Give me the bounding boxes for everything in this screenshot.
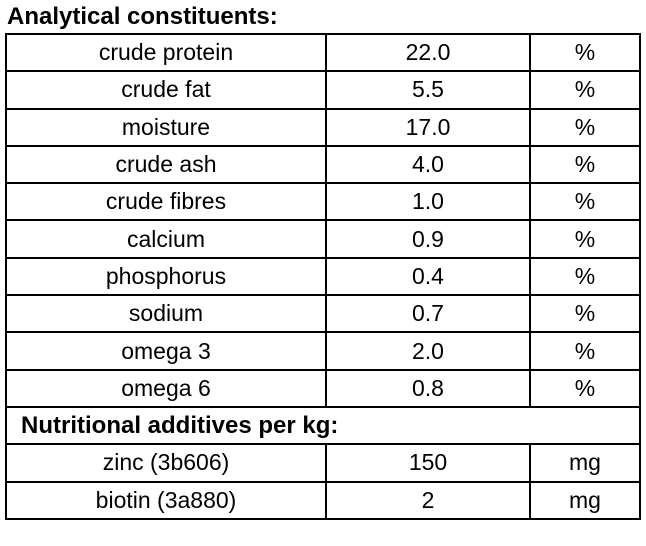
additive-name-cell: zinc (3b606): [5, 443, 327, 483]
constituent-value-cell: 1.0: [325, 182, 531, 222]
table-row: crude protein 22.0 %: [5, 32, 641, 73]
constituent-unit-cell: %: [529, 294, 641, 334]
additive-value-cell: 2: [325, 480, 531, 520]
constituent-name-cell: calcium: [5, 219, 327, 259]
constituent-name-cell: omega 6: [5, 368, 327, 408]
table-row: calcium 0.9 %: [5, 219, 641, 259]
constituent-unit-cell: %: [529, 144, 641, 185]
constituent-name-cell: phosphorus: [5, 256, 327, 297]
constituent-name-cell: crude protein: [5, 32, 327, 73]
constituent-unit-cell: %: [529, 182, 641, 222]
constituent-value-cell: 0.8: [325, 368, 531, 408]
constituent-unit-cell: %: [529, 107, 641, 147]
table-row: crude fibres 1.0 %: [5, 182, 641, 222]
analytical-constituents-table: crude protein 22.0 % crude fat 5.5 % moi…: [5, 32, 641, 520]
constituent-value-cell: 0.7: [325, 294, 531, 334]
additive-unit-cell: mg: [529, 480, 641, 520]
analytical-constituents-title: Analytical constituents:: [7, 3, 278, 30]
constituent-unit-cell: %: [529, 219, 641, 259]
constituent-name-cell: moisture: [5, 107, 327, 147]
table-row: moisture 17.0 %: [5, 107, 641, 147]
table-row: omega 6 0.8 %: [5, 368, 641, 408]
constituent-value-cell: 22.0: [325, 32, 531, 73]
table-row: biotin (3a880) 2 mg: [5, 480, 641, 520]
additive-unit-cell: mg: [529, 443, 641, 483]
constituent-name-cell: omega 3: [5, 331, 327, 371]
constituent-name-cell: crude ash: [5, 144, 327, 185]
section-header-row: Nutritional additives per kg:: [5, 405, 641, 446]
table-row: sodium 0.7 %: [5, 294, 641, 334]
constituent-name-cell: sodium: [5, 294, 327, 334]
table-row: zinc (3b606) 150 mg: [5, 443, 641, 483]
constituent-value-cell: 5.5: [325, 70, 531, 110]
constituent-value-cell: 17.0: [325, 107, 531, 147]
constituent-name-cell: crude fat: [5, 70, 327, 110]
additive-value-cell: 150: [325, 443, 531, 483]
nutritional-additives-header: Nutritional additives per kg:: [5, 405, 641, 446]
constituent-unit-cell: %: [529, 368, 641, 408]
constituent-value-cell: 4.0: [325, 144, 531, 185]
constituent-unit-cell: %: [529, 70, 641, 110]
constituent-unit-cell: %: [529, 331, 641, 371]
constituent-unit-cell: %: [529, 256, 641, 297]
constituent-value-cell: 0.4: [325, 256, 531, 297]
table-row: phosphorus 0.4 %: [5, 256, 641, 297]
constituent-value-cell: 2.0: [325, 331, 531, 371]
table-row: omega 3 2.0 %: [5, 331, 641, 371]
constituent-name-cell: crude fibres: [5, 182, 327, 222]
table-row: crude ash 4.0 %: [5, 144, 641, 185]
table-row: crude fat 5.5 %: [5, 70, 641, 110]
additive-name-cell: biotin (3a880): [5, 480, 327, 520]
constituent-value-cell: 0.9: [325, 219, 531, 259]
constituent-unit-cell: %: [529, 32, 641, 73]
